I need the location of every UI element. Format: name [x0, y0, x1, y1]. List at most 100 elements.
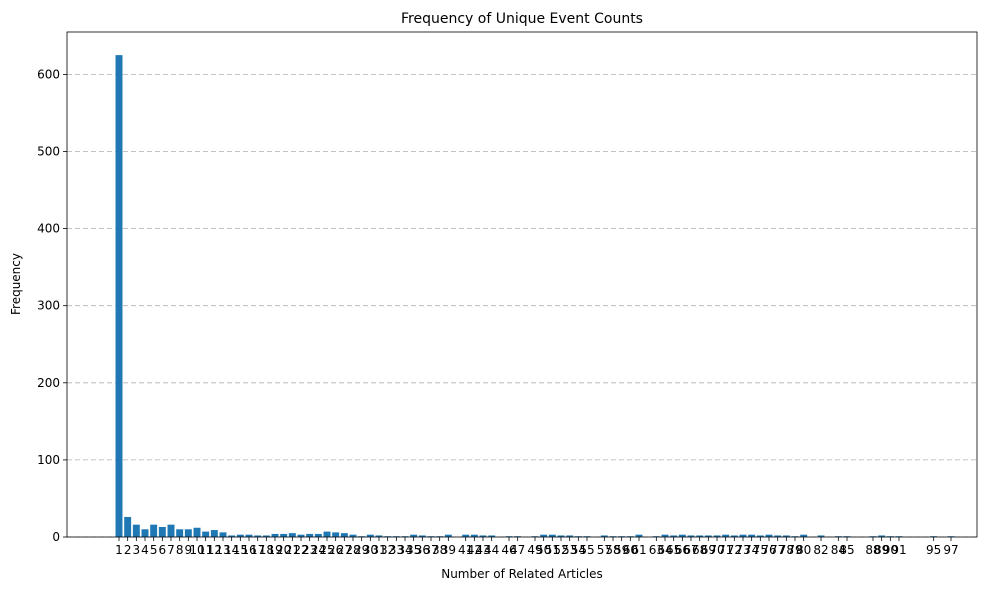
x-tick-label: 63 [649, 543, 664, 557]
bar [462, 534, 470, 537]
bar [115, 55, 123, 538]
x-tick-label: 90 [883, 543, 898, 557]
x-tick-label: 28 [345, 543, 360, 557]
bar [332, 532, 340, 537]
bar [470, 534, 478, 537]
x-tick-label: 32 [380, 543, 395, 557]
x-tick-label: 44 [484, 543, 499, 557]
x-tick-label: 95 [926, 543, 941, 557]
x-tick-label: 76 [761, 543, 776, 557]
bar [722, 534, 730, 537]
x-tick-label: 59 [614, 543, 629, 557]
bar [566, 535, 574, 537]
x-tick-label: 34 [397, 543, 412, 557]
x-tick-label: 66 [675, 543, 690, 557]
bar [418, 535, 426, 537]
bar [228, 535, 236, 537]
x-tick-label: 67 [683, 543, 698, 557]
y-tick-label: 400 [37, 222, 60, 236]
y-tick-label: 600 [37, 67, 60, 81]
x-tick-label: 50 [536, 543, 551, 557]
x-tick-label: 80 [796, 543, 811, 557]
bar [774, 535, 782, 537]
x-tick-label: 54 [571, 543, 586, 557]
x-tick-label: 46 [501, 543, 516, 557]
bar [661, 534, 669, 537]
bar [297, 534, 305, 537]
x-tick-label: 57 [597, 543, 612, 557]
x-tick-label: 58 [605, 543, 620, 557]
x-tick-label: 2 [124, 543, 132, 557]
plot-frame [66, 31, 978, 538]
x-tick-label: 8 [176, 543, 184, 557]
x-tick-label: 77 [770, 543, 785, 557]
chart-title: Frequency of Unique Event Counts [401, 11, 643, 27]
bar [557, 535, 565, 537]
x-tick-label: 21 [285, 543, 300, 557]
y-axis: 0 100 200 300 400 500 600 [37, 67, 67, 544]
bar [167, 524, 175, 537]
x-tick-label: 18 [259, 543, 274, 557]
x-tick-label: 69 [701, 543, 716, 557]
x-tick-label: 71 [718, 543, 733, 557]
x-axis: 1 2 3 4 5 6 7 8 91011121314151617181920212223242… [115, 537, 959, 557]
bar [488, 535, 496, 537]
x-tick-label: 42 [467, 543, 482, 557]
bar [756, 535, 764, 537]
x-axis-label: Number of Related Articles [441, 567, 603, 581]
x-tick-label: 4 [141, 543, 149, 557]
x-tick-label: 16 [241, 543, 256, 557]
bar [817, 535, 825, 537]
x-tick-label: 41 [458, 543, 473, 557]
x-tick-label: 5 [150, 543, 158, 557]
x-tick-label: 1 [115, 543, 123, 557]
x-tick-label: 20 [276, 543, 291, 557]
y-tick-label: 500 [37, 145, 60, 159]
x-tick-label: 30 [363, 543, 378, 557]
bar [782, 535, 790, 537]
bar [340, 533, 348, 537]
x-tick-label: 70 [709, 543, 724, 557]
bar [713, 535, 721, 537]
bar [176, 529, 184, 537]
bar [132, 524, 140, 537]
bar [236, 534, 244, 537]
x-tick-label: 6 [159, 543, 167, 557]
x-tick-label: 79 [787, 543, 802, 557]
x-tick-label: 75 [753, 543, 768, 557]
bar [219, 532, 227, 537]
bar [635, 534, 643, 537]
bar-layer [115, 55, 955, 538]
x-tick-label: 64 [657, 543, 672, 557]
x-tick-label: 74 [744, 543, 759, 557]
bar [141, 529, 149, 537]
bar [150, 524, 158, 537]
x-tick-label: 19 [267, 543, 282, 557]
x-tick-label: 53 [562, 543, 577, 557]
bar [800, 534, 808, 537]
x-tick-label: 11 [198, 543, 213, 557]
bar [202, 531, 210, 537]
bar [678, 534, 686, 537]
bar [306, 533, 314, 537]
bar [444, 534, 452, 537]
grid-layer [67, 74, 977, 538]
bar [184, 529, 192, 537]
x-tick-label: 84 [831, 543, 846, 557]
x-tick-label: 68 [692, 543, 707, 557]
x-tick-label: 65 [666, 543, 681, 557]
x-tick-label: 31 [371, 543, 386, 557]
bar [158, 526, 166, 537]
x-tick-label: 78 [779, 543, 794, 557]
bar [739, 534, 747, 537]
x-tick-label: 10 [189, 543, 204, 557]
x-tick-label: 22 [293, 543, 308, 557]
x-tick-label: 60 [623, 543, 638, 557]
y-axis-label: Frequency [9, 253, 23, 315]
x-tick-label: 25 [319, 543, 334, 557]
x-tick-label: 23 [302, 543, 317, 557]
x-tick-label: 51 [545, 543, 560, 557]
x-tick-label: 35 [406, 543, 421, 557]
bar [375, 535, 383, 537]
